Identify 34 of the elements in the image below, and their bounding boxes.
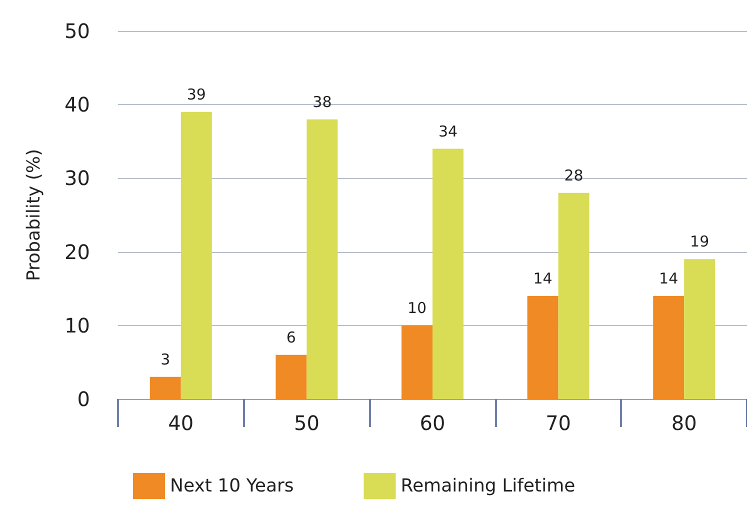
y-tick-label: 20 xyxy=(64,240,90,264)
y-tick-label: 30 xyxy=(64,166,90,190)
data-label: 3 xyxy=(160,350,170,368)
x-tick-label: 40 xyxy=(168,411,194,435)
data-label: 38 xyxy=(312,92,332,111)
bar xyxy=(432,148,464,399)
x-tick-label: 80 xyxy=(671,411,697,435)
y-tick-label: 50 xyxy=(64,19,90,43)
x-tick-label: 70 xyxy=(546,411,572,435)
bar xyxy=(558,192,590,399)
data-label: 28 xyxy=(564,166,584,184)
y-axis-title: Probability (%) xyxy=(24,148,44,282)
legend-label: Next 10 Years xyxy=(170,476,294,496)
data-label: 6 xyxy=(286,328,296,346)
bar xyxy=(150,376,181,399)
bar xyxy=(180,112,212,399)
x-tick-label: 60 xyxy=(420,411,446,435)
data-label: 14 xyxy=(533,269,552,288)
bar xyxy=(402,325,432,399)
legend-label: Remaining Lifetime xyxy=(400,476,576,496)
data-label: 14 xyxy=(659,269,678,288)
bar xyxy=(684,259,716,399)
data-label: 34 xyxy=(438,122,458,140)
data-label: 19 xyxy=(690,232,710,251)
y-tick-label: 10 xyxy=(64,313,90,338)
y-tick-label: 0 xyxy=(77,387,90,411)
x-tick-label: 50 xyxy=(294,411,320,435)
data-label: 10 xyxy=(407,298,427,317)
bar xyxy=(527,296,558,399)
y-tick-label: 40 xyxy=(64,92,90,117)
bar xyxy=(276,354,307,399)
bar xyxy=(306,119,338,399)
bar xyxy=(653,296,684,399)
data-label: 39 xyxy=(186,85,206,104)
